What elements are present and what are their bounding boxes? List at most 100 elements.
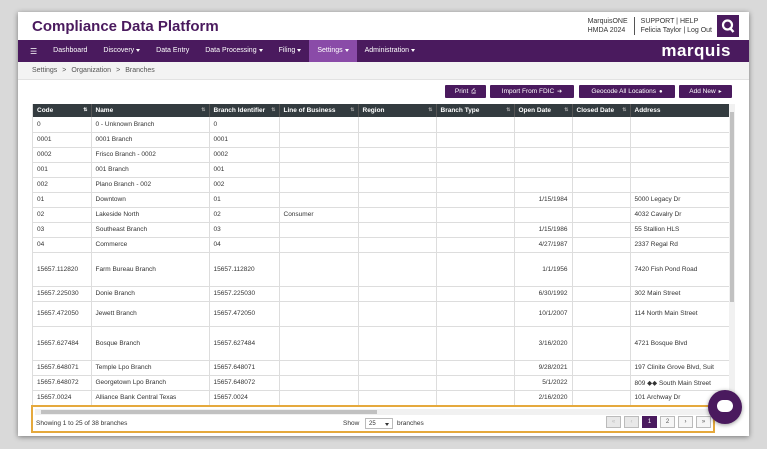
table-row[interactable]: 15657.472050 Jewett Branch 15657.472050 10/… — [33, 301, 735, 327]
table-cell — [358, 192, 437, 208]
branches-table-container[interactable]: Code ⇅ Name ⇅ Branch Identifier ⇅ Line of B… — [32, 104, 735, 408]
printer-icon: ⎙ — [471, 89, 477, 95]
table-cell: 55 Stallion HLS — [630, 222, 735, 238]
table-cell: 197 Clinite Grove Blvd, Suit — [630, 360, 735, 376]
table-cell — [436, 301, 515, 327]
col-closed-date-header[interactable]: Closed Date ⇅ — [572, 104, 631, 117]
breadcrumb-settings[interactable]: Settings — [32, 67, 58, 74]
col-code-header[interactable]: Code ⇅ — [33, 104, 92, 117]
table-cell: 15657.648071 — [209, 360, 280, 376]
table-cell — [436, 147, 515, 163]
table-cell: Alliance Bank Central Texas — [91, 390, 210, 406]
table-row[interactable]: 002 Plano Branch - 002 002 — [33, 177, 735, 193]
table-cell — [572, 301, 631, 327]
table-cell — [358, 301, 437, 327]
table-cell — [514, 207, 573, 223]
table-cell: 0001 Branch — [91, 132, 210, 148]
table-cell: 0 — [209, 117, 280, 133]
table-row[interactable]: 15657.112820 Farm Bureau Branch 15657.1128… — [33, 252, 735, 287]
support-help-links[interactable]: SUPPORT | HELP — [640, 18, 699, 25]
chevron-down-icon — [136, 48, 141, 52]
table-cell: 15657.0024 — [209, 390, 280, 406]
table-cell — [572, 132, 631, 148]
sort-icon: ⇅ — [350, 107, 355, 113]
table-row[interactable]: 03 Southeast Branch 03 1/15/1986 55 Stallion… — [33, 222, 735, 238]
col-region-header[interactable]: Region ⇅ — [358, 104, 437, 117]
table-row[interactable]: 02 Lakeside North 02 Consumer 4032 Cavalry D… — [33, 207, 735, 223]
col-branch-identifier-header[interactable]: Branch Identifier ⇅ — [209, 104, 280, 117]
table-row[interactable]: 01 Downtown 01 1/15/1984 5000 Legacy Dr — [33, 192, 735, 208]
main-nav: ☰ Dashboard Discovery Data Entry Data Pr… — [18, 40, 749, 62]
col-line-of-business-header[interactable]: Line of Business ⇅ — [279, 104, 359, 117]
table-row[interactable]: 0001 0001 Branch 0001 — [33, 132, 735, 148]
user-logout-links[interactable]: Felicia Taylor | Log Out — [640, 27, 712, 34]
scroll-thumb[interactable] — [41, 410, 377, 414]
horizontal-scrollbar[interactable] — [35, 409, 711, 415]
nav-filing[interactable]: Filing — [271, 40, 310, 62]
table-cell — [436, 390, 515, 406]
table-cell: 002 — [33, 177, 92, 193]
nav-data-processing[interactable]: Data Processing — [197, 40, 270, 62]
geocode-all-button[interactable]: Geocode All Locations ● — [579, 85, 675, 98]
chat-widget-button[interactable] — [708, 390, 742, 424]
vertical-scrollbar[interactable] — [729, 104, 735, 408]
table-cell — [279, 375, 359, 391]
table-row[interactable]: 0002 Frisco Branch - 0002 0002 — [33, 147, 735, 163]
first-page-button[interactable]: « — [606, 416, 621, 428]
add-new-button[interactable]: Add New ▸ — [679, 85, 732, 98]
table-cell: 114 North Main Street — [630, 301, 735, 327]
table-cell — [279, 222, 359, 238]
table-cell — [572, 390, 631, 406]
table-cell — [279, 237, 359, 253]
table-cell — [358, 375, 437, 391]
table-cell: 04 — [33, 237, 92, 253]
nav-discovery[interactable]: Discovery — [95, 40, 148, 62]
page-2-button[interactable]: 2 — [660, 416, 675, 428]
table-cell: 001 — [33, 162, 92, 178]
import-fdic-button[interactable]: Import From FDIC ➔ — [490, 85, 574, 98]
hamburger-menu-icon[interactable]: ☰ — [30, 46, 38, 56]
prev-page-button[interactable]: ‹ — [624, 416, 639, 428]
col-branch-type-header[interactable]: Branch Type ⇅ — [436, 104, 515, 117]
col-name-header[interactable]: Name ⇅ — [91, 104, 210, 117]
col-address-header[interactable]: Address — [630, 104, 735, 117]
table-row[interactable]: 15657.648071 Temple Lpo Branch 15657.64807… — [33, 360, 735, 376]
nav-settings[interactable]: Settings — [309, 40, 357, 62]
table-cell: 5000 Legacy Dr — [630, 192, 735, 208]
col-open-date-header[interactable]: Open Date ⇅ — [514, 104, 573, 117]
next-page-button[interactable]: › — [678, 416, 693, 428]
table-cell: Jewett Branch — [91, 301, 210, 327]
nav-dashboard[interactable]: Dashboard — [53, 47, 88, 54]
print-button[interactable]: Print ⎙ — [445, 85, 486, 98]
table-cell: Downtown — [91, 192, 210, 208]
show-label: Show — [343, 420, 360, 427]
table-cell — [436, 286, 515, 302]
table-cell — [630, 177, 735, 193]
table-row[interactable]: 001 001 Branch 001 — [33, 162, 735, 178]
table-row[interactable]: 15657.627484 Bosque Branch 15657.627484 3/1… — [33, 326, 735, 361]
breadcrumb-organization[interactable]: Organization — [71, 67, 112, 74]
chat-bubble-icon — [717, 400, 733, 412]
table-row[interactable]: 15657.0024 Alliance Bank Central Texas 156… — [33, 390, 735, 406]
scroll-thumb[interactable] — [730, 112, 734, 302]
nav-administration[interactable]: Administration — [357, 40, 423, 62]
table-row[interactable]: 15657.648072 Georgetown Lpo Branch 15657.6… — [33, 375, 735, 391]
last-page-button[interactable]: » — [696, 416, 711, 428]
table-row[interactable]: 15657.225030 Donie Branch 15657.225030 6/30… — [33, 286, 735, 302]
chevron-down-icon — [385, 423, 389, 426]
nav-data-entry[interactable]: Data Entry — [156, 47, 190, 54]
table-cell — [279, 162, 359, 178]
arrow-circle-icon: ➔ — [557, 89, 563, 95]
table-cell: 15657.472050 — [209, 301, 280, 327]
table-row[interactable]: 04 Commerce 04 4/27/1987 2337 Regal Rd — [33, 237, 735, 253]
table-cell — [358, 177, 437, 193]
table-cell: 15657.472050 — [33, 301, 92, 327]
product-module[interactable]: HMDA 2024 — [587, 27, 626, 34]
marquis-logo: marquis — [661, 41, 731, 60]
page-1-button[interactable]: 1 — [642, 416, 657, 428]
table-cell: 2/16/2020 — [514, 390, 573, 406]
table-cell: 6/30/1992 — [514, 286, 573, 302]
page-size-select[interactable]: 25 — [365, 418, 393, 429]
table-cell — [572, 147, 631, 163]
